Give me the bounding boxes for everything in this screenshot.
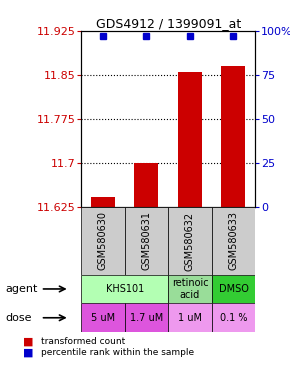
Text: percentile rank within the sample: percentile rank within the sample bbox=[41, 348, 194, 357]
Bar bbox=[178, 72, 202, 207]
Text: 1.7 uM: 1.7 uM bbox=[130, 313, 163, 323]
Bar bbox=[212, 303, 255, 332]
Text: DMSO: DMSO bbox=[218, 284, 249, 294]
Bar bbox=[125, 207, 168, 275]
Text: 5 uM: 5 uM bbox=[91, 313, 115, 323]
Text: GSM580633: GSM580633 bbox=[229, 212, 238, 270]
Text: GSM580631: GSM580631 bbox=[142, 212, 151, 270]
Bar bbox=[81, 303, 125, 332]
Bar bbox=[212, 275, 255, 303]
Bar bbox=[168, 275, 212, 303]
Text: retinoic
acid: retinoic acid bbox=[172, 278, 208, 300]
Text: transformed count: transformed count bbox=[41, 337, 125, 346]
Text: KHS101: KHS101 bbox=[106, 284, 144, 294]
Bar bbox=[168, 303, 212, 332]
Bar bbox=[81, 207, 125, 275]
Bar bbox=[168, 207, 212, 275]
Text: agent: agent bbox=[6, 284, 38, 294]
Bar bbox=[91, 197, 115, 207]
Bar bbox=[135, 163, 158, 207]
Text: 1 uM: 1 uM bbox=[178, 313, 202, 323]
Text: ■: ■ bbox=[23, 347, 34, 358]
Bar bbox=[81, 275, 168, 303]
Bar bbox=[222, 66, 245, 207]
Text: ■: ■ bbox=[23, 336, 34, 347]
Text: 0.1 %: 0.1 % bbox=[220, 313, 247, 323]
Bar bbox=[212, 207, 255, 275]
Bar bbox=[125, 303, 168, 332]
Text: GSM580632: GSM580632 bbox=[185, 212, 195, 270]
Title: GDS4912 / 1399091_at: GDS4912 / 1399091_at bbox=[96, 17, 241, 30]
Text: dose: dose bbox=[6, 313, 32, 323]
Text: GSM580630: GSM580630 bbox=[98, 212, 108, 270]
